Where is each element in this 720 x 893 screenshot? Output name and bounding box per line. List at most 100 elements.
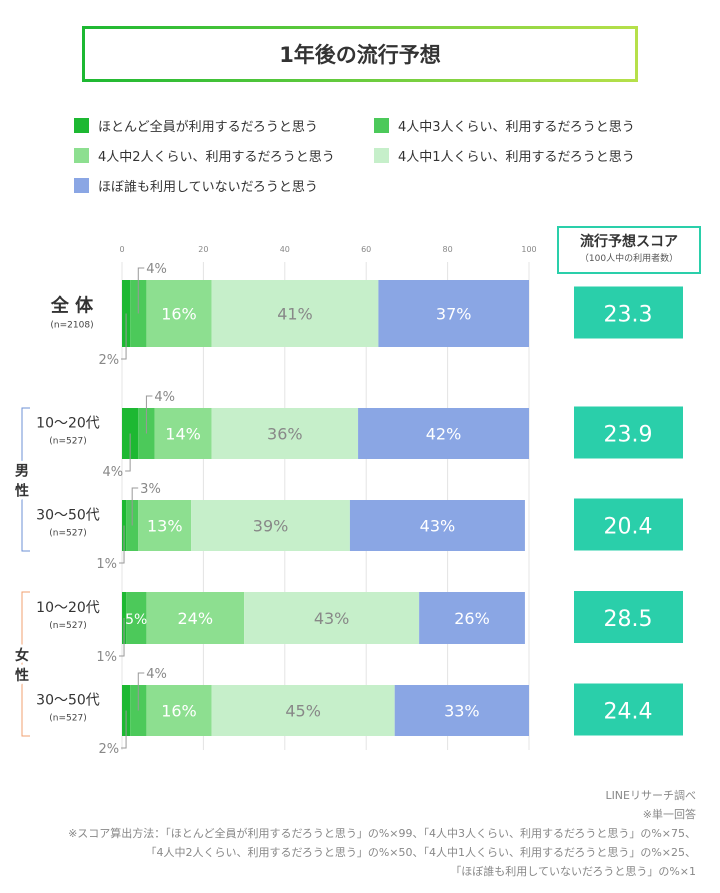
category-n: (n=527) <box>49 529 86 539</box>
score-box <box>574 286 683 339</box>
score-header: 流行予想スコア （100人中の利用者数） <box>557 226 701 274</box>
note-method-3: 「ほぼ誰も利用していないだろうと思う」の%×1 <box>450 865 696 878</box>
x-tick-label: 40 <box>280 245 290 254</box>
category-label: 30～50代 <box>36 508 100 524</box>
bar-segment <box>138 500 192 551</box>
note-method-1: ※スコア算出方法：「ほとんど全員が利用するだろうと思う」の%×99、「4人中3人… <box>68 827 696 840</box>
data-label: 43% <box>314 609 350 628</box>
category-n: (n=527) <box>49 621 86 631</box>
data-label: 39% <box>253 517 289 536</box>
group-label: 性 <box>15 483 29 500</box>
note-method-2: 「4人中2人くらい、利用するだろうと思う」の%×50、「4人中1人くらい、利用す… <box>145 846 696 859</box>
legend-swatch <box>374 148 389 163</box>
score-box <box>574 498 683 551</box>
callout-line <box>137 672 145 711</box>
data-label: 3% <box>140 482 161 497</box>
data-label: 4% <box>146 667 167 682</box>
legend-swatch <box>74 178 89 193</box>
chart-title: 1年後の流行予想 <box>82 26 638 82</box>
score-header-subtitle: （100人中の利用者数） <box>579 254 679 264</box>
callout-line <box>137 267 145 314</box>
data-label: 4% <box>154 390 175 405</box>
score-box <box>574 591 683 643</box>
bar-segment <box>358 408 529 459</box>
data-label: 37% <box>436 305 472 324</box>
score-box <box>574 406 683 459</box>
bar-segment <box>146 592 245 644</box>
legend-swatch <box>74 148 89 163</box>
bar-segment <box>154 408 212 459</box>
notes: LINEリサーチ調べ ※単一回答 ※スコア算出方法：「ほとんど全員が利用するだろ… <box>68 786 696 881</box>
legend-item: ほとんど全員が利用するだろうと思う <box>74 116 318 135</box>
category-n: (n=2108) <box>50 321 93 331</box>
x-tick-label: 60 <box>361 245 371 254</box>
data-label: 2% <box>98 742 119 757</box>
data-label: 16% <box>161 702 197 721</box>
data-label: 33% <box>444 702 480 721</box>
category-n: (n=527) <box>49 437 86 447</box>
score-value: 20.4 <box>604 515 653 540</box>
score-value: 28.5 <box>604 607 653 632</box>
note-source: LINEリサーチ調べ <box>605 789 696 802</box>
data-label: 41% <box>277 305 313 324</box>
data-label: 14% <box>165 425 201 444</box>
group-label: 女 <box>15 647 29 664</box>
legend-label: ほとんど全員が利用するだろうと思う <box>98 120 318 135</box>
bar-segment <box>146 280 212 347</box>
x-tick-label: 100 <box>521 245 536 254</box>
legend-label: ほぼ誰も利用していないだろうと思う <box>98 180 318 195</box>
legend-label: 4人中2人くらい、利用するだろうと思う <box>98 150 335 165</box>
data-label: 16% <box>161 305 197 324</box>
group-bracket <box>21 591 30 737</box>
group-label: 男 <box>15 464 29 480</box>
bar-segment <box>211 280 379 347</box>
bar-segment <box>419 592 525 644</box>
legend-item: 4人中1人くらい、利用するだろうと思う <box>374 146 635 165</box>
data-label: 42% <box>426 425 462 444</box>
data-label: 43% <box>420 517 456 536</box>
data-label: 13% <box>147 517 183 536</box>
legend-item: ほぼ誰も利用していないだろうと思う <box>74 176 318 195</box>
x-tick-label: 80 <box>443 245 453 254</box>
score-value: 23.9 <box>604 423 653 448</box>
data-label: 26% <box>454 609 490 628</box>
bar-segment <box>211 408 359 459</box>
category-label: 10～20代 <box>36 416 100 432</box>
callout-line <box>119 618 125 657</box>
bar-segment <box>146 685 212 736</box>
legend-item: 4人中2人くらい、利用するだろうと思う <box>74 146 335 165</box>
data-label: 4% <box>146 262 167 277</box>
legend-swatch <box>74 118 89 133</box>
category-n: (n=527) <box>49 714 86 724</box>
data-label: 1% <box>96 650 117 665</box>
x-tick-label: 0 <box>119 245 124 254</box>
callout-line <box>121 710 127 749</box>
bar-segment <box>244 592 420 644</box>
group-bracket <box>21 407 30 552</box>
legend-label: 4人中3人くらい、利用するだろうと思う <box>398 120 635 135</box>
category-label: 10～20代 <box>36 600 100 616</box>
category-label: 全 体 <box>50 295 94 317</box>
callout-line <box>131 487 139 526</box>
category-label: 30～50代 <box>36 693 100 709</box>
note-single: ※単一回答 <box>642 808 696 821</box>
x-tick-label: 20 <box>198 245 208 254</box>
data-label: 36% <box>267 425 303 444</box>
group-label: 性 <box>15 667 29 684</box>
callout-line <box>125 433 131 472</box>
callout-line <box>119 525 125 564</box>
callout-line <box>121 313 127 360</box>
legend-label: 4人中1人くらい、利用するだろうと思う <box>398 150 635 165</box>
bar-segment <box>378 280 529 347</box>
data-label: 1% <box>96 557 117 572</box>
data-label: 24% <box>177 609 213 628</box>
bar-segment <box>126 592 147 644</box>
bar-segment <box>191 500 350 551</box>
callout-line <box>145 395 153 434</box>
legend-swatch <box>374 118 389 133</box>
score-value: 24.4 <box>604 700 653 725</box>
bar-segment <box>349 500 525 551</box>
data-label: 4% <box>103 465 124 480</box>
